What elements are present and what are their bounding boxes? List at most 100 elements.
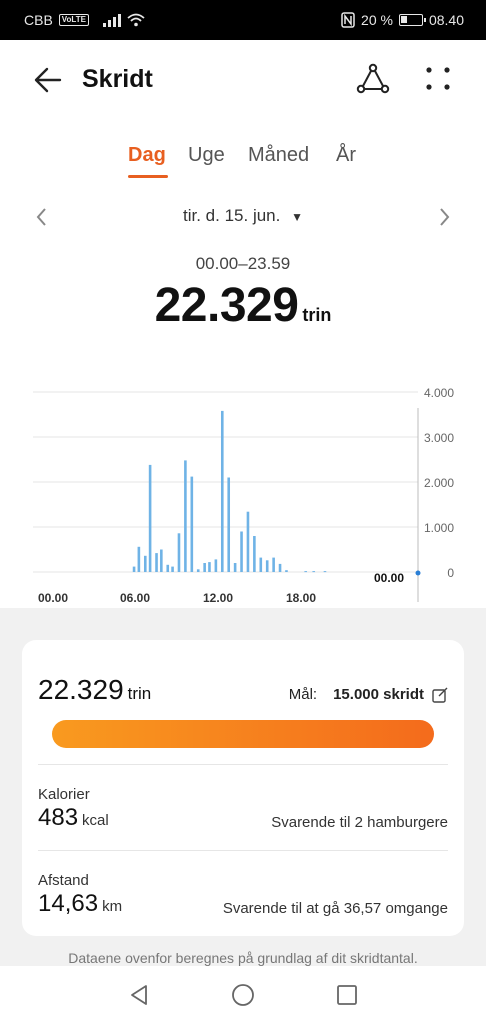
chart-bar — [137, 546, 141, 572]
calories-note: Svarende til 2 hamburgere — [271, 814, 448, 831]
chart-bar — [227, 477, 231, 572]
steps-chart[interactable]: 4.000 3.000 2.000 1.000 0 00.00 06.00 12.00 18.0… — [0, 340, 486, 608]
chart-bar — [203, 563, 206, 572]
status-right: 20 % 08.40 — [341, 12, 464, 28]
calories-value: 483 — [38, 804, 79, 831]
distance-note: Svarende til at gå 36,57 omgange — [222, 900, 448, 917]
calories-value-row: 483 kcal — [38, 804, 109, 832]
more-vert-icon[interactable] — [420, 60, 456, 98]
y-tick-label: 4.000 — [424, 386, 454, 400]
distance-value: 14,63 — [38, 890, 99, 917]
chart-bar — [190, 476, 194, 572]
chart-bar — [265, 560, 269, 572]
tab-day[interactable]: Dag — [128, 144, 166, 166]
y-tick-label: 3.000 — [424, 431, 454, 445]
top-panel: Skridt Dag Uge Måned År tir. d. 15. jun.… — [0, 40, 486, 608]
chart-bar — [166, 564, 170, 572]
chart-bar — [208, 562, 211, 572]
date-selector[interactable]: tir. d. 15. jun. ▼ — [0, 206, 486, 226]
chart-bar — [155, 553, 158, 572]
cursor-dot — [415, 570, 421, 576]
chart-bar — [233, 563, 237, 572]
chart-bar — [196, 569, 200, 572]
chart-bar — [240, 531, 243, 572]
chart-bar — [220, 410, 224, 572]
time-range: 00.00–23.59 — [195, 254, 291, 273]
nav-home-icon[interactable] — [230, 982, 256, 1008]
y-tick-label: 1.000 — [424, 521, 454, 535]
wifi-icon — [127, 13, 145, 27]
nav-back-icon[interactable] — [126, 982, 152, 1008]
tab-year[interactable]: År — [336, 144, 356, 166]
chevron-right-icon[interactable] — [434, 205, 454, 229]
summary-steps-unit: trin — [127, 684, 152, 703]
chart-bar — [285, 570, 288, 572]
caret-down-icon: ▼ — [291, 210, 303, 224]
battery-icon — [398, 14, 426, 26]
app-bar: Skridt — [0, 40, 486, 118]
goal-progress-bar — [52, 720, 434, 748]
tab-week[interactable]: Uge — [188, 144, 225, 166]
chart-bar — [253, 536, 256, 572]
edit-icon[interactable] — [432, 687, 448, 703]
chart-bar — [246, 511, 250, 572]
x-tick-label: 00.00 — [38, 591, 68, 605]
chart-bar — [272, 557, 275, 572]
distance-unit: km — [102, 898, 123, 915]
summary-steps: 22.329 trin — [38, 674, 151, 706]
period-tabs: Dag Uge Måned År — [0, 142, 486, 182]
chart-bar — [278, 563, 282, 572]
chart-bar — [171, 566, 174, 572]
distance-label: Afstand — [38, 872, 89, 889]
nav-recents-icon[interactable] — [334, 982, 360, 1008]
chart-bar — [323, 571, 327, 573]
chart-bar — [184, 460, 187, 572]
clock: 08.40 — [428, 12, 464, 28]
battery-percent: 20 % — [361, 12, 393, 28]
tab-indicator — [128, 175, 168, 178]
total-steps-unit: trin — [302, 305, 332, 325]
summary-card: 22.329 trin Mål: 15.000 skridt Kalorier 4… — [22, 640, 464, 936]
back-arrow-icon[interactable] — [30, 62, 66, 98]
y-tick-label: 2.000 — [424, 476, 454, 490]
chart-bar — [148, 464, 152, 572]
calories-label: Kalorier — [38, 786, 90, 803]
divider — [38, 764, 448, 765]
footnote: Dataene ovenfor beregnes på grundlag af … — [68, 950, 418, 966]
signal-icon — [102, 13, 121, 27]
goal-value: 15.000 skridt — [333, 686, 424, 703]
chart-bar — [160, 549, 163, 572]
volte-badge: VoLTE — [58, 14, 89, 26]
y-tick-label: 0 — [447, 566, 454, 580]
calories-unit: kcal — [82, 812, 109, 829]
chart-bar — [259, 557, 263, 572]
x-tick-label: 12.00 — [203, 591, 233, 605]
chart-bar — [214, 559, 218, 572]
summary-steps-value: 22.329 — [38, 674, 124, 705]
chart-bar — [304, 571, 308, 573]
date-label: tir. d. 15. jun. — [183, 206, 281, 225]
total-steps-value: 22.329 — [154, 279, 299, 332]
status-bar: CBB VoLTE 20 % 08.40 — [0, 0, 486, 40]
divider — [38, 850, 448, 851]
chart-bar — [132, 566, 136, 572]
x-tick-label: 06.00 — [120, 591, 150, 605]
status-left: CBB VoLTE — [24, 12, 145, 28]
system-nav-bar — [0, 966, 486, 1024]
cursor-time-label: 00.00 — [374, 571, 404, 585]
share-icon[interactable] — [354, 60, 392, 98]
nfc-icon — [341, 12, 355, 28]
chevron-left-icon[interactable] — [32, 205, 52, 229]
chart-bar — [312, 571, 316, 573]
date-navigator: tir. d. 15. jun. ▼ — [0, 202, 486, 232]
chart-bar — [143, 555, 147, 572]
distance-value-row: 14,63 km — [38, 890, 122, 918]
carrier-label: CBB — [24, 12, 53, 28]
x-tick-label: 18.00 — [286, 591, 316, 605]
page-title: Skridt — [82, 65, 153, 93]
chart-bar — [177, 533, 181, 572]
total-steps: 22.329 trin — [0, 278, 486, 333]
goal[interactable]: Mål: 15.000 skridt — [289, 686, 448, 703]
goal-label: Mål: — [288, 686, 318, 703]
tab-month[interactable]: Måned — [248, 144, 310, 166]
